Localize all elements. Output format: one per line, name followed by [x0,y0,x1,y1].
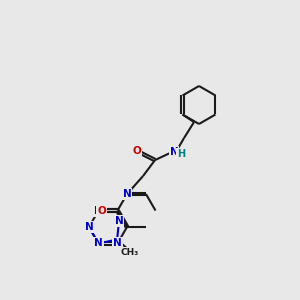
Text: N: N [123,189,131,199]
Text: N: N [94,238,103,248]
Text: O: O [97,206,106,215]
Text: N: N [115,216,123,226]
Text: O: O [132,146,141,156]
Text: N: N [169,147,178,157]
Text: N: N [85,222,93,232]
Text: H: H [177,149,185,159]
Text: N: N [113,238,122,248]
Text: CH₃: CH₃ [120,248,138,257]
Text: N: N [94,206,103,215]
